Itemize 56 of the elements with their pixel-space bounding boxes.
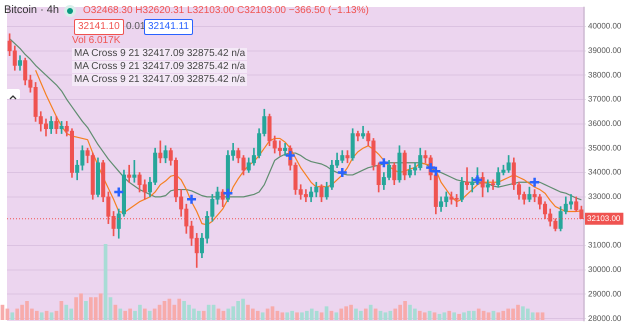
- bar: [50, 312, 54, 320]
- point: [113, 186, 125, 198]
- y-tick-label: 29000.00: [588, 289, 622, 298]
- bar: [428, 310, 432, 320]
- point: [336, 166, 348, 178]
- annotation: 32141.10: [74, 19, 124, 35]
- bar: [148, 310, 152, 320]
- point: [222, 187, 234, 199]
- bar: [84, 301, 88, 320]
- bar: [324, 306, 328, 320]
- bar: [295, 312, 299, 320]
- annotation: 32141.11: [144, 19, 193, 35]
- annotation: O32468.30 H32620.31 L32103.00 C32103.00 −366.50 (−1.13%): [83, 5, 369, 17]
- bar: [492, 310, 496, 320]
- y-tick-label: 28000.00: [588, 314, 622, 323]
- bar: [330, 310, 334, 320]
- y-tick-label: 40000.00: [588, 22, 622, 31]
- bar: [364, 308, 368, 320]
- bar: [202, 310, 206, 320]
- bar: [432, 312, 436, 320]
- y-tick-label: 35000.00: [588, 143, 622, 152]
- bar: [447, 310, 452, 320]
- point: [528, 176, 540, 188]
- point: [186, 194, 198, 206]
- bar: [452, 312, 456, 320]
- bar: [143, 308, 147, 320]
- y-tick-label: 39000.00: [588, 46, 622, 56]
- annotation: 0.01: [126, 21, 146, 33]
- y-tick-label: 37000.00: [588, 94, 622, 104]
- y-tick-label: 31000.00: [588, 240, 622, 250]
- y-tick-label: 36000.00: [588, 119, 622, 128]
- y-tick-label: 34000.00: [588, 168, 622, 177]
- chart-title: Bitcoin · 4h: [4, 4, 60, 16]
- point: [472, 174, 484, 186]
- bar: [44, 310, 48, 320]
- bar: [334, 312, 338, 320]
- bar: [260, 312, 265, 320]
- bar: [368, 304, 373, 320]
- y-tick-label: 33000.00: [588, 192, 622, 202]
- annotation: MA Cross 9 21 32417.09 32875.42 n/a: [72, 48, 248, 60]
- y-tick-label: 30000.00: [588, 265, 622, 274]
- bar: [320, 312, 324, 320]
- bar: [10, 312, 14, 320]
- candlestick: [465, 167, 470, 190]
- bar: [457, 314, 461, 320]
- bar: [374, 308, 378, 320]
- annotation: Vol 6.017K: [72, 35, 120, 47]
- bar: [114, 304, 118, 320]
- bar: [118, 308, 122, 320]
- annotation: MA Cross 9 21 32417.09 32875.42 n/a: [72, 61, 248, 73]
- bar: [40, 312, 44, 320]
- point: [284, 150, 296, 162]
- point: [378, 157, 390, 169]
- annotation: MA Cross 9 21 32417.09 32875.42 n/a: [72, 74, 248, 86]
- y-tick-label: 38000.00: [588, 70, 622, 80]
- ref-line-label: 32103.00: [587, 214, 621, 223]
